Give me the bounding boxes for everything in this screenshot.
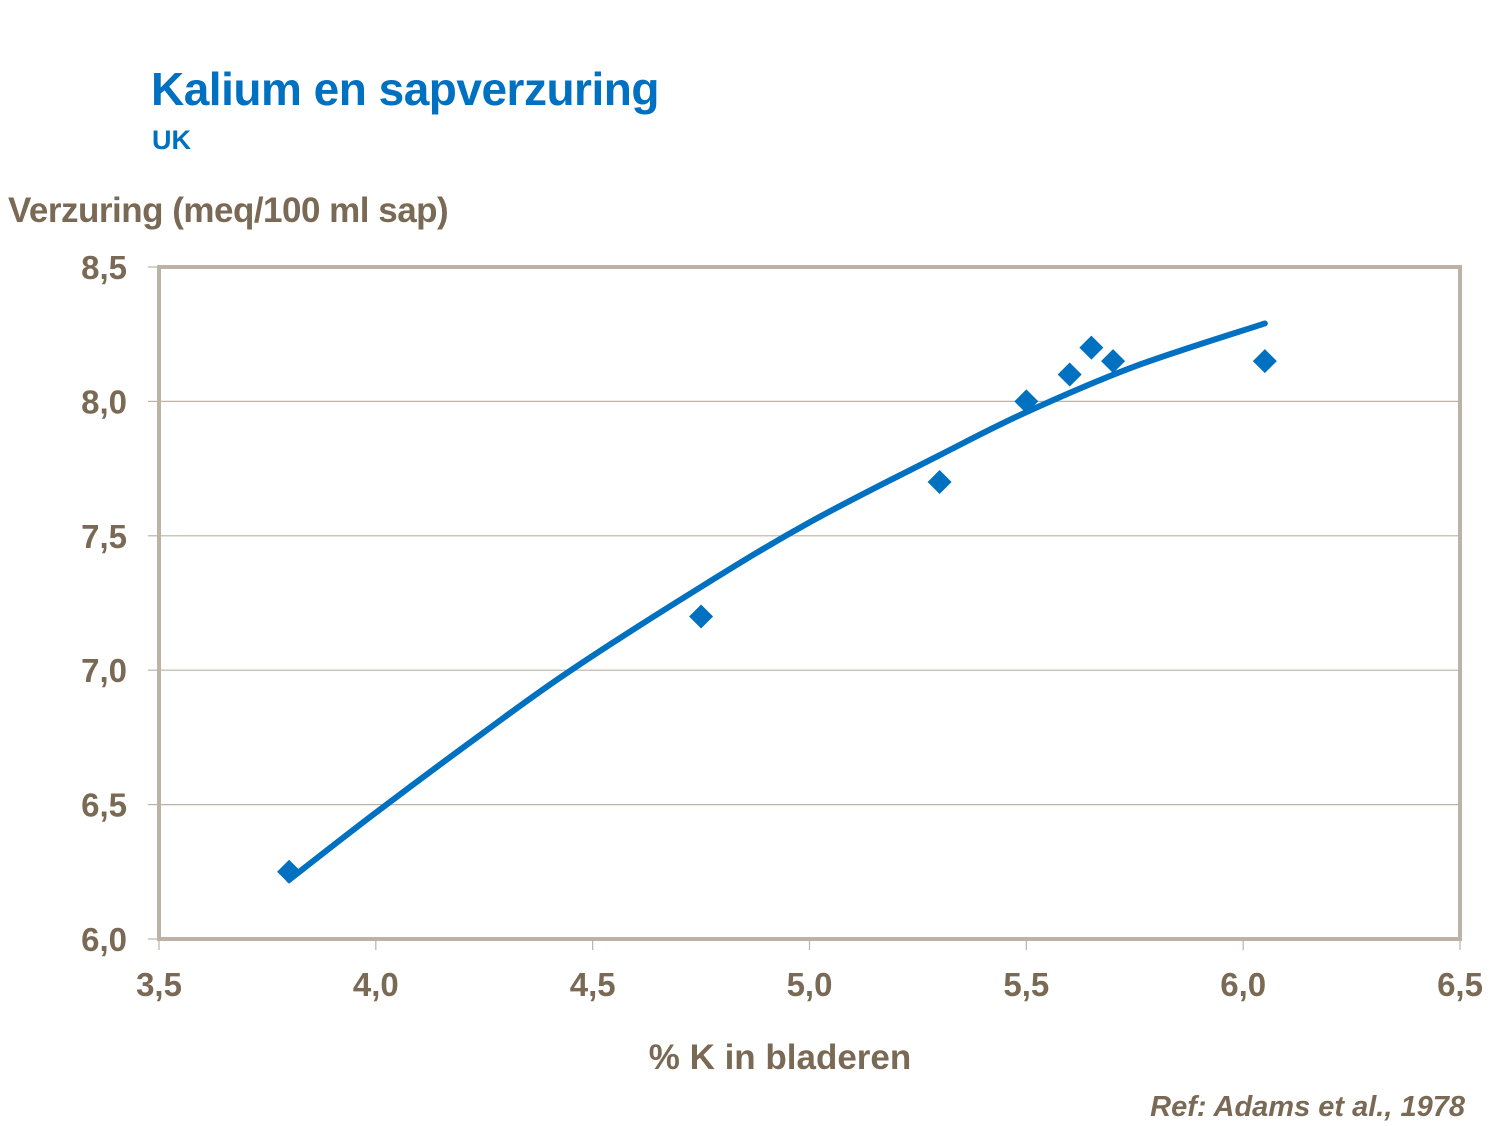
data-point-diamond [277,859,302,884]
x-tick-labels: 3,5 4,0 4,5 5,0 5,5 6,0 6,5 [136,966,1483,1003]
y-tick-label: 6,0 [81,921,127,958]
x-tick-label: 5,5 [1003,966,1049,1003]
x-tick-label: 4,0 [353,966,399,1003]
axis-ticks [148,266,1461,950]
y-tick-label: 7,0 [81,652,127,689]
reference-note: Ref: Adams et al., 1978 [1150,1091,1465,1123]
y-tick-label: 7,5 [81,518,127,555]
data-point-diamond [1057,362,1082,387]
y-axis-label: Verzuring (meq/100 ml sap) [8,191,449,230]
x-tick-label: 4,5 [570,966,616,1003]
data-point-diamond [1014,389,1039,414]
x-axis-label: % K in bladeren [648,1038,912,1077]
x-tick-label: 5,0 [787,966,833,1003]
y-tick-label: 6,5 [81,787,127,824]
data-point-diamond [927,470,952,495]
chart-subtitle: UK [152,125,191,155]
x-tick-label: 6,5 [1437,966,1483,1003]
y-tick-label: 8,5 [81,249,127,286]
grid-lines [159,400,1460,806]
data-points [277,335,1277,884]
x-tick-label: 3,5 [136,966,182,1003]
data-point-diamond [1079,335,1104,360]
data-point-diamond [1252,349,1277,374]
trendline [286,320,1268,883]
data-point-diamond [689,604,714,629]
chart-title: Kalium en sapverzuring [151,63,659,115]
y-tick-labels: 6,0 6,5 7,0 7,5 8,0 8,5 [81,249,127,958]
data-point-diamond [1101,349,1126,374]
x-tick-label: 6,0 [1220,966,1266,1003]
y-tick-label: 8,0 [81,383,127,420]
